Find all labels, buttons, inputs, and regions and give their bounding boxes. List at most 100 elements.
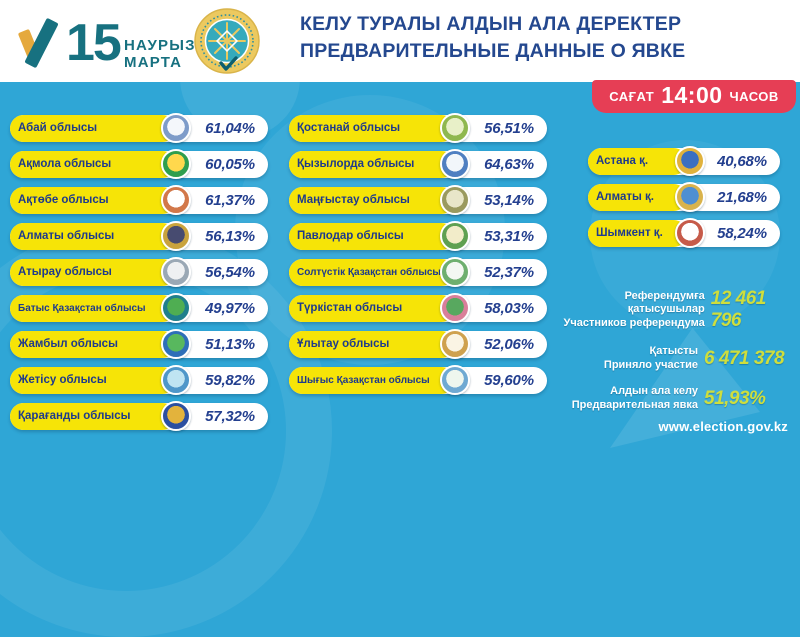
- stat-row: Алдын ала келу Предварительная явка 51,9…: [556, 385, 798, 412]
- region-turnout-value: 21,68%: [717, 189, 767, 206]
- region-turnout-value: 58,03%: [484, 300, 534, 317]
- time-badge: САҒАТ 14:00 ЧАСОВ: [592, 80, 796, 113]
- west-kazakhstan-region-emblem-icon: [161, 293, 191, 323]
- time-badge-suffix: ЧАСОВ: [729, 89, 779, 104]
- region-row: Жамбыл облысы 51,13%: [10, 329, 268, 359]
- region-name-pill: Солтүстік Қазақстан облысы: [289, 259, 455, 286]
- region-name: Ақмола облысы: [18, 158, 112, 170]
- stat-value: 12 461 796: [710, 288, 767, 331]
- region-name: Жетісу облысы: [18, 374, 107, 386]
- website-url[interactable]: www.election.gov.kz: [658, 419, 788, 434]
- region-row: Қызылорда облысы 64,63%: [289, 149, 547, 179]
- region-name-pill: Жетісу облысы: [10, 367, 176, 394]
- region-name: Жамбыл облысы: [18, 338, 118, 350]
- kyzylorda-region-emblem-icon: [440, 149, 470, 179]
- region-name: Шығыс Қазақстан облысы: [297, 375, 430, 386]
- region-row: Шымкент қ. 58,24%: [588, 218, 780, 248]
- region-row: Абай облысы 61,04%: [10, 113, 268, 143]
- astana-city-emblem-icon: [675, 146, 705, 176]
- region-name-pill: Шығыс Қазақстан облысы: [289, 367, 455, 394]
- date-month-ru: МАРТА: [124, 54, 183, 71]
- shymkent-city-emblem-icon: [675, 218, 705, 248]
- date-day: 15: [66, 14, 122, 72]
- mangystau-region-emblem-icon: [440, 185, 470, 215]
- region-name: Батыс Қазақстан облысы: [18, 303, 146, 314]
- cities-column: Астана қ. 40,68% Алматы қ. 21,68% Шымкен…: [588, 146, 780, 256]
- regions-column-middle: Қостанай облысы 56,51% Қызылорда облысы …: [289, 113, 547, 403]
- region-turnout-value: 53,31%: [484, 228, 534, 245]
- zhambyl-region-emblem-icon: [161, 329, 191, 359]
- region-turnout-value: 59,82%: [205, 372, 255, 389]
- region-name-pill: Ақтөбе облысы: [10, 187, 176, 214]
- region-turnout-value: 56,51%: [484, 120, 534, 137]
- region-name-pill: Маңғыстау облысы: [289, 187, 455, 214]
- pavlodar-region-emblem-icon: [440, 221, 470, 251]
- region-name-pill: Жамбыл облысы: [10, 331, 176, 358]
- stat-label: Референдумға қатысушылар Участников рефе…: [556, 289, 705, 331]
- stat-label-russian: Участников референдума: [563, 316, 705, 329]
- region-name: Алматы облысы: [18, 230, 115, 242]
- region-name-pill: Астана қ.: [588, 148, 687, 175]
- region-name: Қызылорда облысы: [297, 158, 415, 170]
- date-month: НАУРЫЗ МАРТА: [124, 37, 196, 71]
- region-turnout-value: 60,05%: [205, 156, 255, 173]
- region-name-pill: Қарағанды облысы: [10, 403, 176, 430]
- region-turnout-value: 61,37%: [205, 192, 255, 209]
- turkistan-region-emblem-icon: [440, 293, 470, 323]
- region-row: Маңғыстау облысы 53,14%: [289, 185, 547, 215]
- zhetisu-region-emblem-icon: [161, 365, 191, 395]
- region-name: Ақтөбе облысы: [18, 194, 109, 206]
- region-turnout-value: 53,14%: [484, 192, 534, 209]
- region-name-pill: Ұлытау облысы: [289, 331, 455, 358]
- region-turnout-value: 61,04%: [205, 120, 255, 137]
- region-row: Қостанай облысы 56,51%: [289, 113, 547, 143]
- region-row: Павлодар облысы 53,31%: [289, 221, 547, 251]
- region-turnout-value: 52,06%: [484, 336, 534, 353]
- page-title-russian: ПРЕДВАРИТЕЛЬНЫЕ ДАННЫЕ О ЯВКЕ: [300, 40, 686, 62]
- region-turnout-value: 56,54%: [205, 264, 255, 281]
- almaty-region-emblem-icon: [161, 221, 191, 251]
- checkmark-icon: [17, 14, 64, 74]
- region-turnout-value: 52,37%: [484, 264, 534, 281]
- region-row: Шығыс Қазақстан облысы 59,60%: [289, 365, 547, 395]
- aqmola-region-emblem-icon: [161, 149, 191, 179]
- region-name: Маңғыстау облысы: [297, 194, 410, 206]
- stat-label-kazakh: Қатысты: [649, 345, 698, 357]
- region-turnout-value: 51,13%: [205, 336, 255, 353]
- region-turnout-value: 58,24%: [717, 225, 767, 242]
- page-title: КЕЛУ ТУРАЛЫ АЛДЫН АЛА ДЕРЕКТЕР ПРЕДВАРИТ…: [300, 11, 685, 65]
- region-name-pill: Абай облысы: [10, 115, 176, 142]
- page-title-kazakh: КЕЛУ ТУРАЛЫ АЛДЫН АЛА ДЕРЕКТЕР: [300, 13, 682, 35]
- east-kazakhstan-region-emblem-icon: [440, 365, 470, 395]
- region-row: Жетісу облысы 59,82%: [10, 365, 268, 395]
- stat-label-kazakh: Алдын ала келу: [610, 385, 698, 397]
- region-name-pill: Қызылорда облысы: [289, 151, 455, 178]
- header-bar: 15 НАУРЫЗ МАРТА КЕЛУ ТУРАЛЫ АЛДЫН АЛА ДЕ…: [0, 0, 800, 82]
- region-name: Қостанай облысы: [297, 122, 401, 134]
- region-row: Ақтөбе облысы 61,37%: [10, 185, 268, 215]
- summary-stats: Референдумға қатысушылар Участников рефе…: [556, 288, 798, 425]
- region-row: Ақмола облысы 60,05%: [10, 149, 268, 179]
- region-row: Ұлытау облысы 52,06%: [289, 329, 547, 359]
- regions-column-left: Абай облысы 61,04% Ақмола облысы 60,05% …: [10, 113, 268, 439]
- region-row: Батыс Қазақстан облысы 49,97%: [10, 293, 268, 323]
- region-row: Атырау облысы 56,54%: [10, 257, 268, 287]
- stat-label: Алдын ала келу Предварительная явка: [572, 385, 698, 412]
- stat-value: 6 471 378: [704, 347, 785, 369]
- stat-label: Қатысты Приняло участие: [604, 345, 698, 372]
- region-name-pill: Шымкент қ.: [588, 220, 687, 247]
- stat-label-russian: Приняло участие: [603, 358, 698, 371]
- region-row: Алматы облысы 56,13%: [10, 221, 268, 251]
- region-row: Солтүстік Қазақстан облысы 52,37%: [289, 257, 547, 287]
- date-month-kk: НАУРЫЗ: [124, 37, 196, 54]
- ulytau-region-emblem-icon: [440, 329, 470, 359]
- stat-value: 51,93%: [704, 387, 766, 409]
- central-election-commission-seal-icon: [194, 8, 260, 74]
- region-name: Түркістан облысы: [297, 302, 403, 314]
- stat-row: Референдумға қатысушылар Участников рефе…: [556, 288, 798, 332]
- region-name: Ұлытау облысы: [297, 338, 390, 350]
- stat-label-kazakh: Референдумға қатысушылар: [624, 289, 705, 316]
- karaganda-region-emblem-icon: [161, 401, 191, 431]
- region-name-pill: Атырау облысы: [10, 259, 176, 286]
- region-turnout-value: 49,97%: [205, 300, 255, 317]
